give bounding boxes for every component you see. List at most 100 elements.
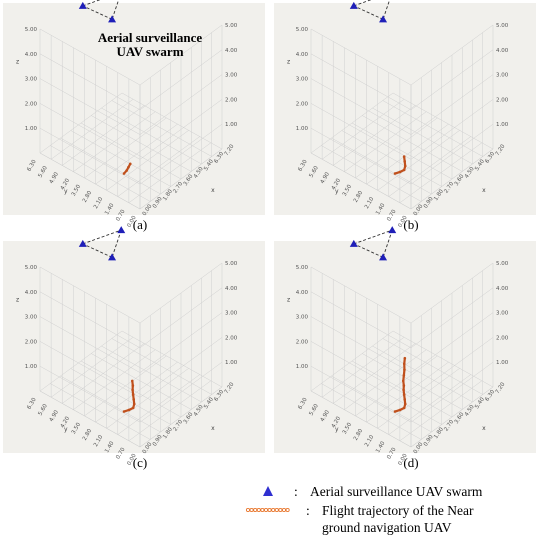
trajectory-point: [403, 368, 406, 372]
trajectory-point: [403, 164, 407, 168]
swarm-link-line: [82, 5, 113, 20]
swarm-uav-marker: [117, 226, 126, 234]
floor-grid-line: [70, 368, 171, 425]
wall-grid-line: [139, 123, 223, 185]
z-tick-label: 4.00: [296, 290, 309, 296]
floor-grid-line: [121, 330, 223, 388]
floor-grid-line: [80, 122, 182, 180]
trajectory-point: [402, 393, 406, 396]
floor-grid-line: [60, 137, 161, 195]
grid-lines: [39, 24, 223, 210]
trajectory-point: [125, 169, 128, 172]
trajectory-point: [130, 379, 134, 383]
y-axis-label: y: [64, 426, 68, 433]
floor-grid-line: [106, 130, 189, 191]
z-tick-label: 3.00: [25, 315, 38, 321]
grid-lines: [310, 24, 494, 210]
z-tick-label: 1.00: [496, 360, 509, 366]
floor-grid-line: [73, 349, 156, 410]
y-tick-label: 4.20: [60, 177, 72, 191]
wall-grid-line: [39, 78, 141, 135]
wall-grid-line: [310, 341, 412, 398]
z-tick-label: 4.00: [296, 52, 309, 58]
y-tick-label: 6.30: [297, 397, 309, 411]
swarm-uav-marker: [379, 15, 388, 23]
floor-grid-line: [84, 117, 167, 179]
floor-grid-line: [392, 330, 494, 388]
z-axis-label: z: [287, 297, 290, 304]
y-tick-label: 3.50: [342, 183, 354, 197]
y-tick-label: 3.50: [342, 421, 354, 435]
y-tick-label: 0.00: [397, 215, 409, 229]
wall-grid-line: [139, 148, 223, 210]
y-axis-label: y: [335, 426, 339, 433]
z-tick-label: 2.00: [25, 101, 38, 107]
y-tick-label: 2.10: [93, 434, 105, 448]
wall-grid-line: [410, 312, 494, 373]
legend-trajectory-prefix: :: [306, 503, 310, 518]
floor-grid-line: [382, 338, 483, 395]
trajectory-point: [403, 402, 407, 406]
floor-grid-line: [62, 343, 145, 404]
floor-grid-line: [344, 111, 427, 172]
wall-grid-line: [310, 365, 412, 423]
trajectory-point: [393, 172, 397, 175]
grid-lines: [39, 262, 223, 448]
z-tick-label: 2.00: [296, 339, 309, 345]
floor-grid-line: [388, 374, 471, 435]
floor-grid-line: [80, 360, 182, 418]
legend-trajectory-dot: [278, 507, 283, 513]
z-axis-label: z: [16, 59, 19, 66]
wall-grid-line: [410, 287, 494, 349]
floor-grid-line: [333, 105, 416, 166]
floor-grid-line: [60, 375, 161, 433]
trajectory-point: [402, 155, 406, 158]
swarm-uav-marker: [349, 239, 358, 247]
wall-grid-line: [310, 78, 412, 135]
floor-grid-line: [128, 142, 212, 203]
y-tick-label: 0.00: [126, 453, 138, 467]
swarm-link-line: [353, 229, 393, 245]
z-tick-label: 2.00: [225, 97, 238, 103]
z-tick-label: 1.00: [296, 126, 309, 132]
floor-grid-line: [377, 368, 460, 429]
z-tick-label: 5.00: [225, 23, 238, 29]
floor-grid-line: [331, 137, 432, 195]
trajectory-line: [123, 163, 132, 175]
wall-grid-line: [139, 74, 223, 135]
trajectory-point: [131, 388, 134, 392]
floor-grid-line: [351, 360, 453, 418]
legend-trajectory-dot: [245, 507, 251, 513]
x-axis-label: x: [211, 187, 215, 194]
wall-grid-line: [410, 49, 494, 111]
swarm-uav-marker: [78, 239, 87, 247]
swarm-link-line: [353, 243, 384, 258]
wall-grid-line: [310, 316, 412, 373]
trajectory-point: [403, 356, 407, 360]
floor-grid-line: [362, 115, 463, 172]
legend-trajectory-dot: [271, 507, 276, 513]
swarm-uav-marker: [78, 1, 87, 9]
wall-grid-line: [310, 103, 412, 160]
wall-grid-line: [310, 53, 412, 111]
z-tick-label: 5.00: [25, 27, 38, 33]
z-tick-label: 1.00: [25, 364, 38, 370]
y-tick-label: 4.90: [49, 171, 61, 185]
legend-trajectory-dot: [281, 507, 287, 513]
floor-grid-line: [399, 142, 483, 203]
wall-grid-line: [410, 99, 494, 160]
wall-grid-line: [310, 266, 412, 324]
z-tick-label: 1.00: [296, 364, 309, 370]
floor-grid-line: [62, 105, 145, 166]
floor-grid-line: [39, 330, 123, 392]
z-tick-label: 5.00: [296, 265, 309, 271]
z-axis-label: z: [16, 297, 19, 304]
floor-grid-line: [382, 100, 483, 157]
wall-grid-line: [39, 341, 141, 398]
z-tick-label: 1.00: [225, 122, 238, 128]
z-tick-label: 4.00: [25, 290, 38, 296]
floor-grid-line: [366, 361, 449, 423]
grid-lines: [310, 262, 494, 448]
legend-trajectory-dot: [285, 507, 290, 513]
floor-grid-line: [341, 130, 442, 187]
